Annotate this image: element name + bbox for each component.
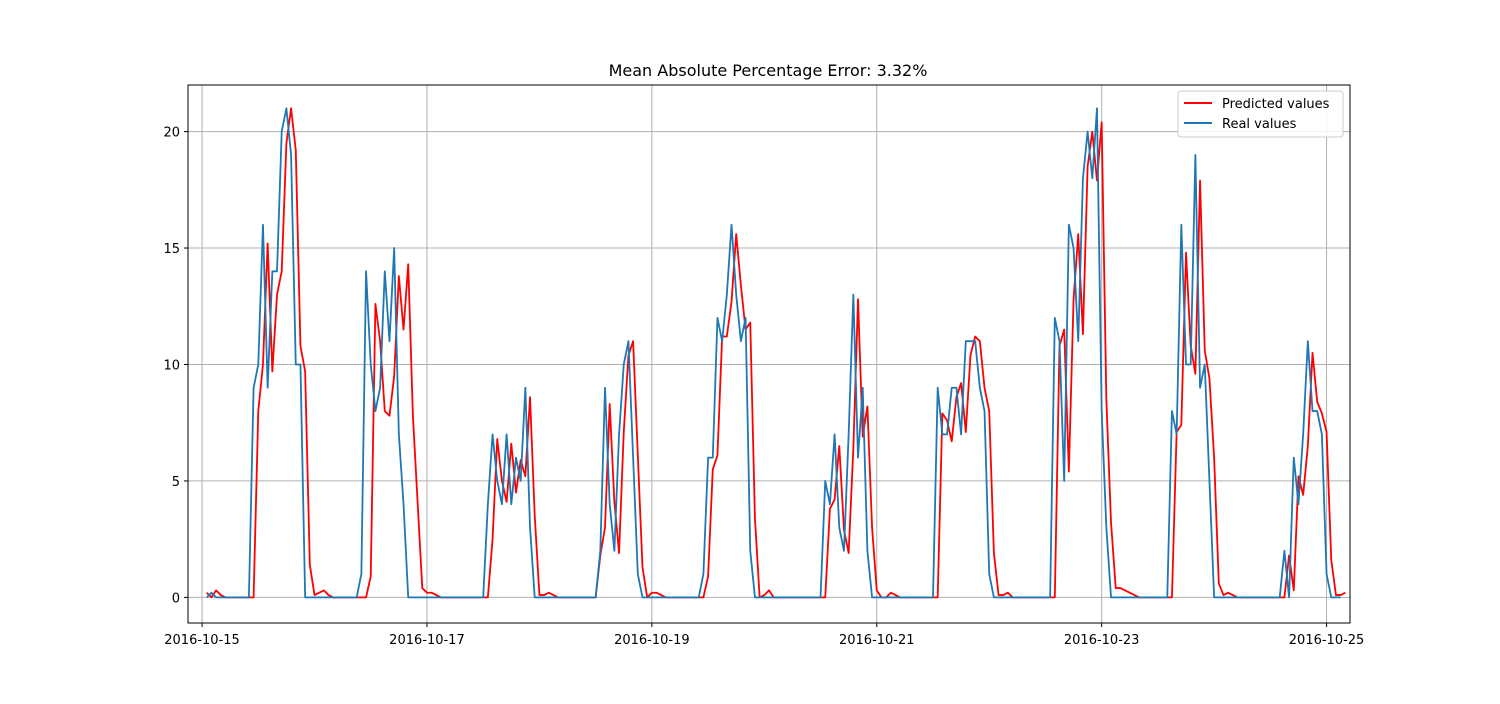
legend-box — [1177, 90, 1344, 138]
series-line-predicted — [206, 107, 1346, 599]
series-line-real — [206, 107, 1341, 599]
plot-frame — [187, 84, 1351, 624]
legend-label-predicted: Predicted values — [1222, 97, 1330, 112]
x-tick-label: 2016-10-25 — [1289, 633, 1365, 648]
series-layer — [206, 107, 1346, 599]
chart-title: Mean Absolute Percentage Error: 3.32% — [609, 61, 928, 80]
x-tick-label: 2016-10-17 — [389, 633, 465, 648]
y-tick-label: 0 — [172, 591, 180, 606]
x-tick-label: 2016-10-15 — [164, 633, 240, 648]
x-tick-label: 2016-10-19 — [614, 633, 690, 648]
tick-layer: 0 5 10 15 20 2016-10-15 2016-10-17 2016-10-19 20… — [163, 126, 1364, 648]
x-tick-label: 2016-10-21 — [839, 633, 915, 648]
y-tick-label: 20 — [163, 126, 180, 141]
y-tick-label: 10 — [163, 358, 180, 373]
y-tick-label: 5 — [172, 475, 180, 490]
legend-label-real: Real values — [1222, 117, 1297, 132]
legend: Predicted values Real values — [1177, 90, 1344, 138]
x-tick-label: 2016-10-23 — [1064, 633, 1140, 648]
y-tick-label: 15 — [163, 242, 180, 257]
